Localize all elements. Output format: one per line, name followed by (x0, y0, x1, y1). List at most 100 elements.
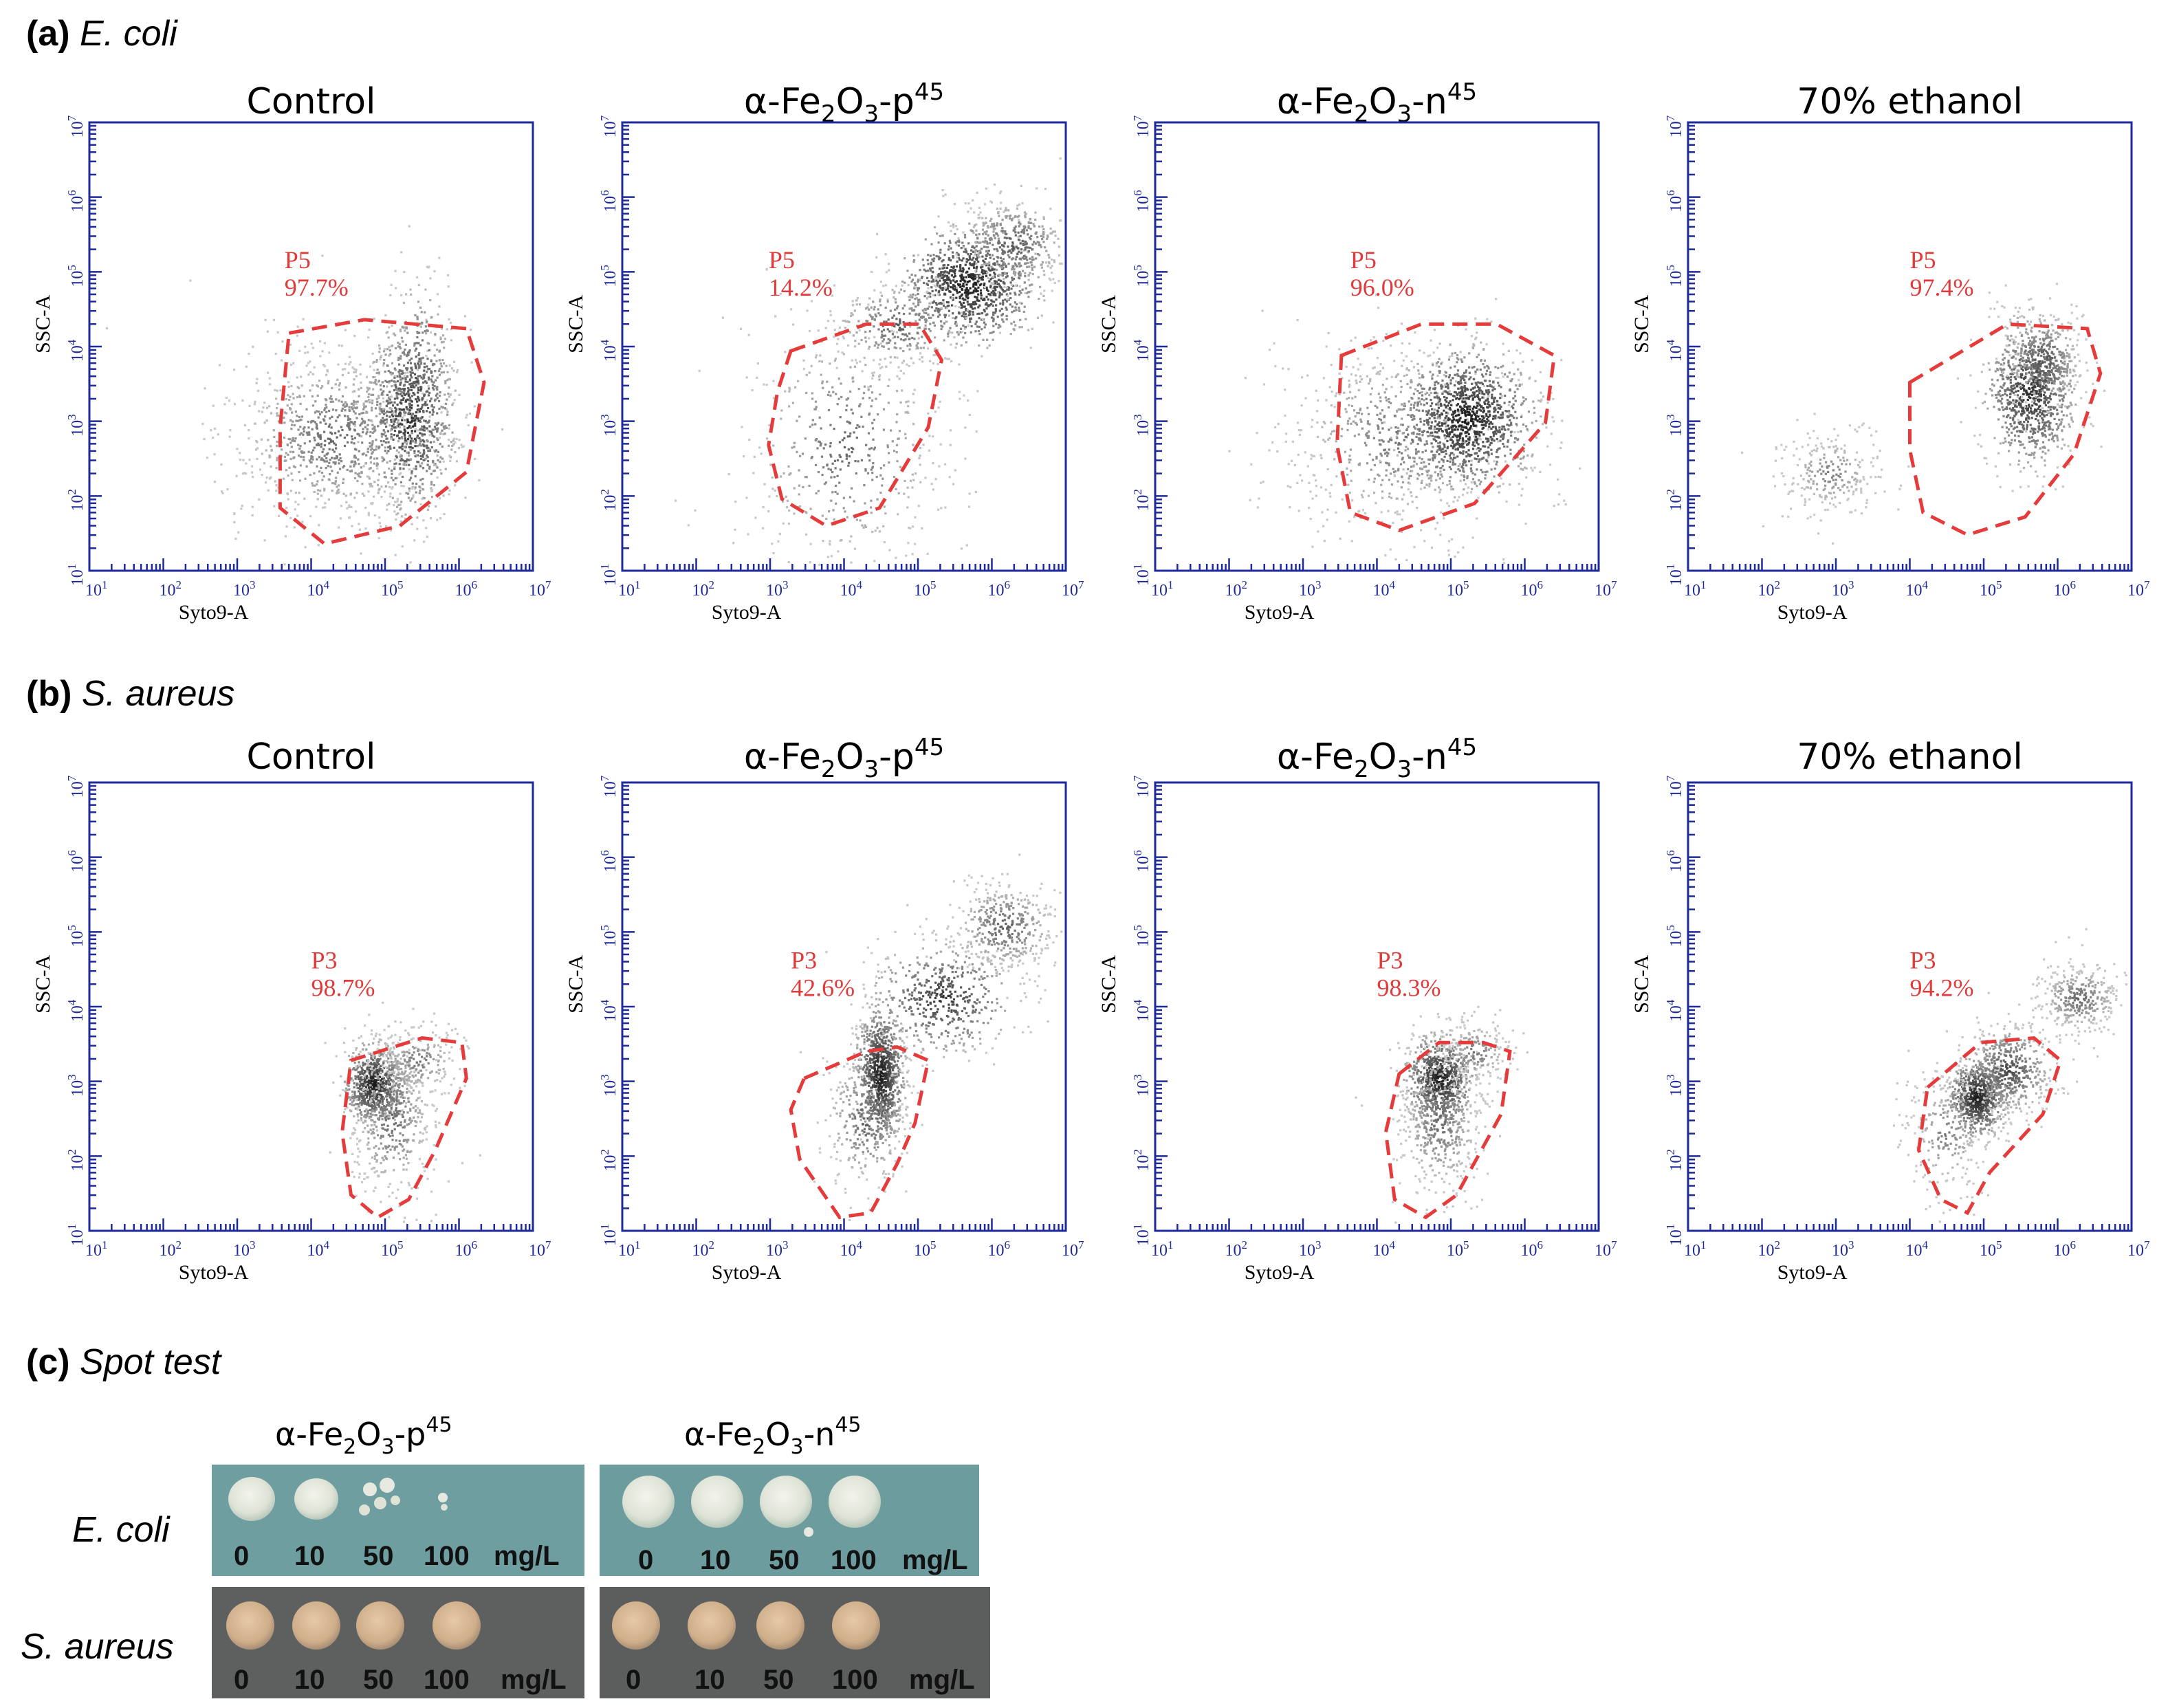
y-tick-label: 107 (1664, 775, 1685, 798)
spot-title-n45: α-Fe2O3-n45 (684, 1413, 862, 1459)
plot-frame (88, 781, 534, 1232)
gate-outline (1916, 1036, 2063, 1216)
y-tick-label: 101 (1664, 1224, 1685, 1247)
gate-percent: 97.4% (1910, 274, 1974, 301)
axis-ticks (1154, 124, 1597, 572)
y-tick-label: 104 (1131, 339, 1152, 362)
gate-name: P3 (1910, 946, 1936, 974)
x-tick-label: 107 (1595, 1238, 1617, 1260)
panel-title: Control (247, 81, 376, 122)
y-tick-label: 106 (1664, 190, 1685, 212)
conc-label: 50 (769, 1545, 800, 1575)
spot-saureus-n45-0 (612, 1601, 660, 1650)
conc-label: 0 (234, 1665, 249, 1695)
x-tick-label: 102 (160, 578, 182, 600)
y-tick-label: 102 (1131, 1149, 1152, 1172)
panel-title: α-Fe2O3-p45 (744, 78, 944, 128)
y-axis-label: SSC-A (1630, 955, 1653, 1014)
x-tick-label: 104 (307, 1238, 330, 1260)
spot-row-label-saureus: S. aureus (21, 1627, 174, 1667)
gate-outline (789, 1045, 930, 1220)
panel-title: α-Fe2O3-p45 (744, 734, 944, 783)
y-tick-label: 103 (598, 1074, 620, 1097)
y-tick-label: 101 (1131, 1224, 1152, 1247)
conc-label: 50 (363, 1541, 394, 1571)
y-tick-label: 105 (1664, 925, 1685, 948)
scatter-points (1892, 928, 2128, 1223)
spot-saureus-n45-100 (832, 1601, 880, 1650)
y-tick-label: 102 (1131, 489, 1152, 512)
x-axis-label: Syto9-A (712, 601, 782, 624)
conc-label: 100 (424, 1541, 470, 1571)
y-tick-label: 104 (65, 999, 87, 1022)
y-tick-label: 106 (1131, 190, 1152, 212)
gate-percent: 94.2% (1910, 974, 1974, 1001)
x-tick-label: 106 (455, 1238, 478, 1260)
scatter-points (1741, 283, 2106, 545)
gate-name: P3 (1377, 946, 1403, 974)
x-axis-label: Syto9-A (1245, 1261, 1315, 1284)
x-tick-label: 105 (381, 1238, 404, 1260)
spot-saureus-p45-0 (226, 1601, 274, 1650)
x-tick-label: 101 (1151, 578, 1174, 600)
gate-outline (767, 322, 944, 528)
y-tick-label: 105 (598, 925, 620, 948)
y-tick-label: 103 (1131, 414, 1152, 437)
y-tick-label: 101 (598, 564, 620, 587)
scatter-points (799, 853, 1063, 1222)
spot-ecoli-n45-satellite (804, 1527, 813, 1537)
panel-title: α-Fe2O3-n45 (1277, 734, 1477, 783)
spot-saureus-n45-10 (688, 1601, 736, 1650)
y-axis-label: SSC-A (565, 955, 587, 1014)
gate-percent: 97.7% (285, 274, 349, 301)
plot-frame (621, 781, 1067, 1232)
y-tick-label: 104 (1131, 999, 1152, 1022)
gate-outline (1383, 1040, 1512, 1220)
gate-name: P5 (1910, 246, 1936, 274)
x-axis-label: Syto9-A (179, 1261, 249, 1284)
y-tick-label: 104 (1664, 339, 1685, 362)
spot-ecoli-p45-0 (228, 1477, 275, 1521)
conc-labels-ecoli-p45: 0 10 50 100 mg/L (234, 1541, 560, 1571)
y-axis-label: SSC-A (1097, 295, 1120, 353)
x-tick-label: 104 (1373, 578, 1396, 600)
y-tick-label: 101 (1131, 564, 1152, 587)
x-tick-label: 103 (1832, 578, 1854, 600)
x-tick-label: 103 (766, 1238, 789, 1260)
y-tick-label: 102 (65, 489, 87, 512)
x-tick-label: 105 (1980, 578, 2002, 600)
spot-ecoli-n45-100 (829, 1476, 881, 1528)
y-tick-label: 106 (65, 850, 87, 873)
conc-label: 10 (294, 1665, 325, 1695)
y-tick-label: 101 (1664, 564, 1685, 587)
x-tick-label: 107 (1595, 578, 1617, 600)
scatter-points (105, 225, 504, 568)
y-tick-label: 101 (65, 564, 87, 587)
gate-outline (1908, 322, 2103, 537)
axis-ticks (621, 785, 1064, 1232)
x-tick-label: 106 (2054, 578, 2077, 600)
x-tick-label: 106 (988, 578, 1011, 600)
y-tick-label: 102 (598, 489, 620, 512)
y-tick-label: 106 (65, 190, 87, 212)
x-tick-label: 104 (1906, 1238, 1929, 1260)
x-tick-label: 102 (1758, 578, 1781, 600)
x-tick-label: 101 (85, 1238, 108, 1260)
y-tick-label: 103 (1664, 414, 1685, 437)
conc-labels-saureus-n45: 0 10 50 100 mg/L (626, 1665, 975, 1695)
x-tick-label: 102 (692, 578, 715, 600)
y-tick-label: 104 (598, 999, 620, 1022)
conc-label: 100 (424, 1665, 470, 1695)
gate-percent: 98.7% (311, 974, 375, 1001)
conc-label: 10 (700, 1545, 731, 1575)
gate-percent: 42.6% (791, 974, 855, 1001)
gate-outline (1335, 322, 1557, 532)
plate-saureus-p45 (212, 1587, 584, 1698)
scatter-points (1355, 1005, 1529, 1224)
y-tick-label: 107 (1664, 115, 1685, 138)
x-tick-label: 102 (692, 1238, 715, 1260)
y-tick-label: 107 (598, 115, 620, 138)
